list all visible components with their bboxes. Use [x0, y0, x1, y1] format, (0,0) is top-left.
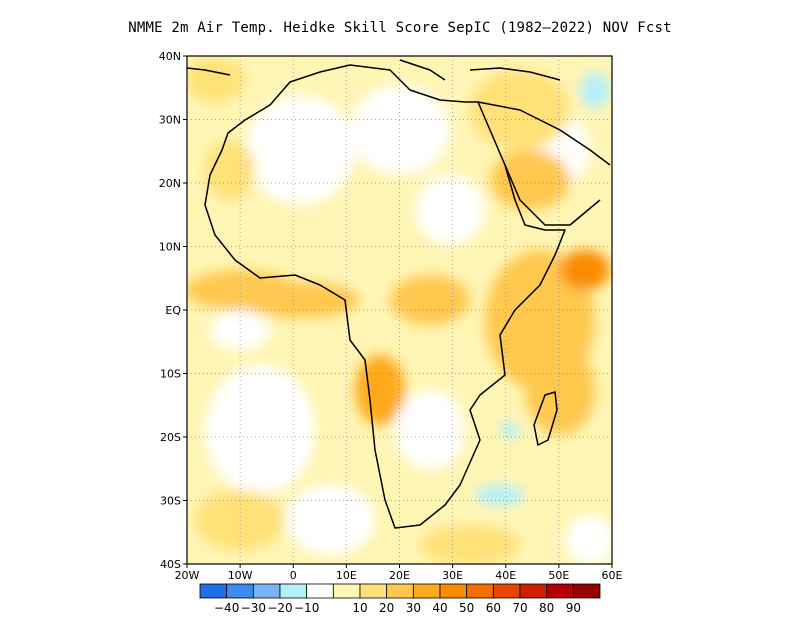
colorbar-swatch	[546, 583, 574, 599]
colorbar-label: 10	[352, 601, 367, 615]
colorbar-label: 90	[566, 601, 581, 615]
colorbar-label: 60	[486, 601, 501, 615]
colorbar-label: −30	[241, 601, 266, 615]
lat-tick-label: 20N	[159, 177, 181, 190]
skill-field	[187, 56, 612, 564]
colorbar-swatch	[572, 583, 601, 599]
lon-tick-label: 20E	[389, 569, 410, 582]
colorbar-swatch	[306, 583, 334, 599]
colorbar-swatch	[466, 583, 494, 599]
colorbar-swatch	[226, 583, 254, 599]
lat-tick-labels: 40N 30N 20N 10N EQ 10S 20S 30S 40S	[159, 50, 187, 571]
colorbar-swatch	[386, 583, 414, 599]
lon-tick-label: 0	[290, 569, 297, 582]
colorbar-label: 70	[512, 601, 527, 615]
lat-tick-label: 40N	[159, 50, 181, 63]
colorbar-swatch	[332, 583, 361, 599]
lon-tick-label: 50E	[548, 569, 569, 582]
lat-tick-label: 10S	[160, 368, 181, 381]
coastlines	[186, 59, 611, 529]
lon-tick-labels: 20W 10W 0 10E 20E 30E 40E 50E 60E	[175, 564, 623, 582]
lon-tick-label: 10E	[336, 569, 357, 582]
colorbar-swatch	[519, 583, 548, 599]
lat-tick-label: 20S	[160, 431, 181, 444]
lat-tick-label: 30N	[159, 114, 181, 127]
colorbar-swatch	[412, 583, 441, 599]
colorbar-swatch	[279, 583, 308, 599]
grid-lines	[187, 56, 612, 564]
colorbar: −40 −30 −20 −10 10 20 30 40 50 60 70 80 90	[199, 583, 601, 615]
lon-tick-label: 20W	[175, 569, 200, 582]
lat-tick-label: EQ	[165, 304, 181, 317]
chart-title: NMME 2m Air Temp. Heidke Skill Score Sep…	[128, 20, 672, 36]
lat-tick-label: 40S	[160, 558, 181, 571]
colorbar-swatch	[439, 583, 468, 599]
colorbar-label: −10	[294, 601, 319, 615]
colorbar-label: −20	[267, 601, 292, 615]
lon-tick-label: 30E	[442, 569, 463, 582]
lat-tick-label: 10N	[159, 241, 181, 254]
colorbar-swatch	[199, 583, 228, 599]
colorbar-label: −40	[214, 601, 239, 615]
colorbar-label: 30	[406, 601, 421, 615]
colorbar-swatch	[359, 583, 388, 599]
colorbar-label: 40	[432, 601, 447, 615]
colorbar-label: 50	[459, 601, 474, 615]
colorbar-swatch	[252, 583, 281, 599]
colorbar-label: 80	[539, 601, 554, 615]
lon-tick-label: 40E	[495, 569, 516, 582]
lon-tick-label: 60E	[602, 569, 623, 582]
lon-tick-label: 10W	[228, 569, 253, 582]
colorbar-label: 20	[379, 601, 394, 615]
colorbar-swatch	[492, 583, 521, 599]
lat-tick-label: 30S	[160, 495, 181, 508]
